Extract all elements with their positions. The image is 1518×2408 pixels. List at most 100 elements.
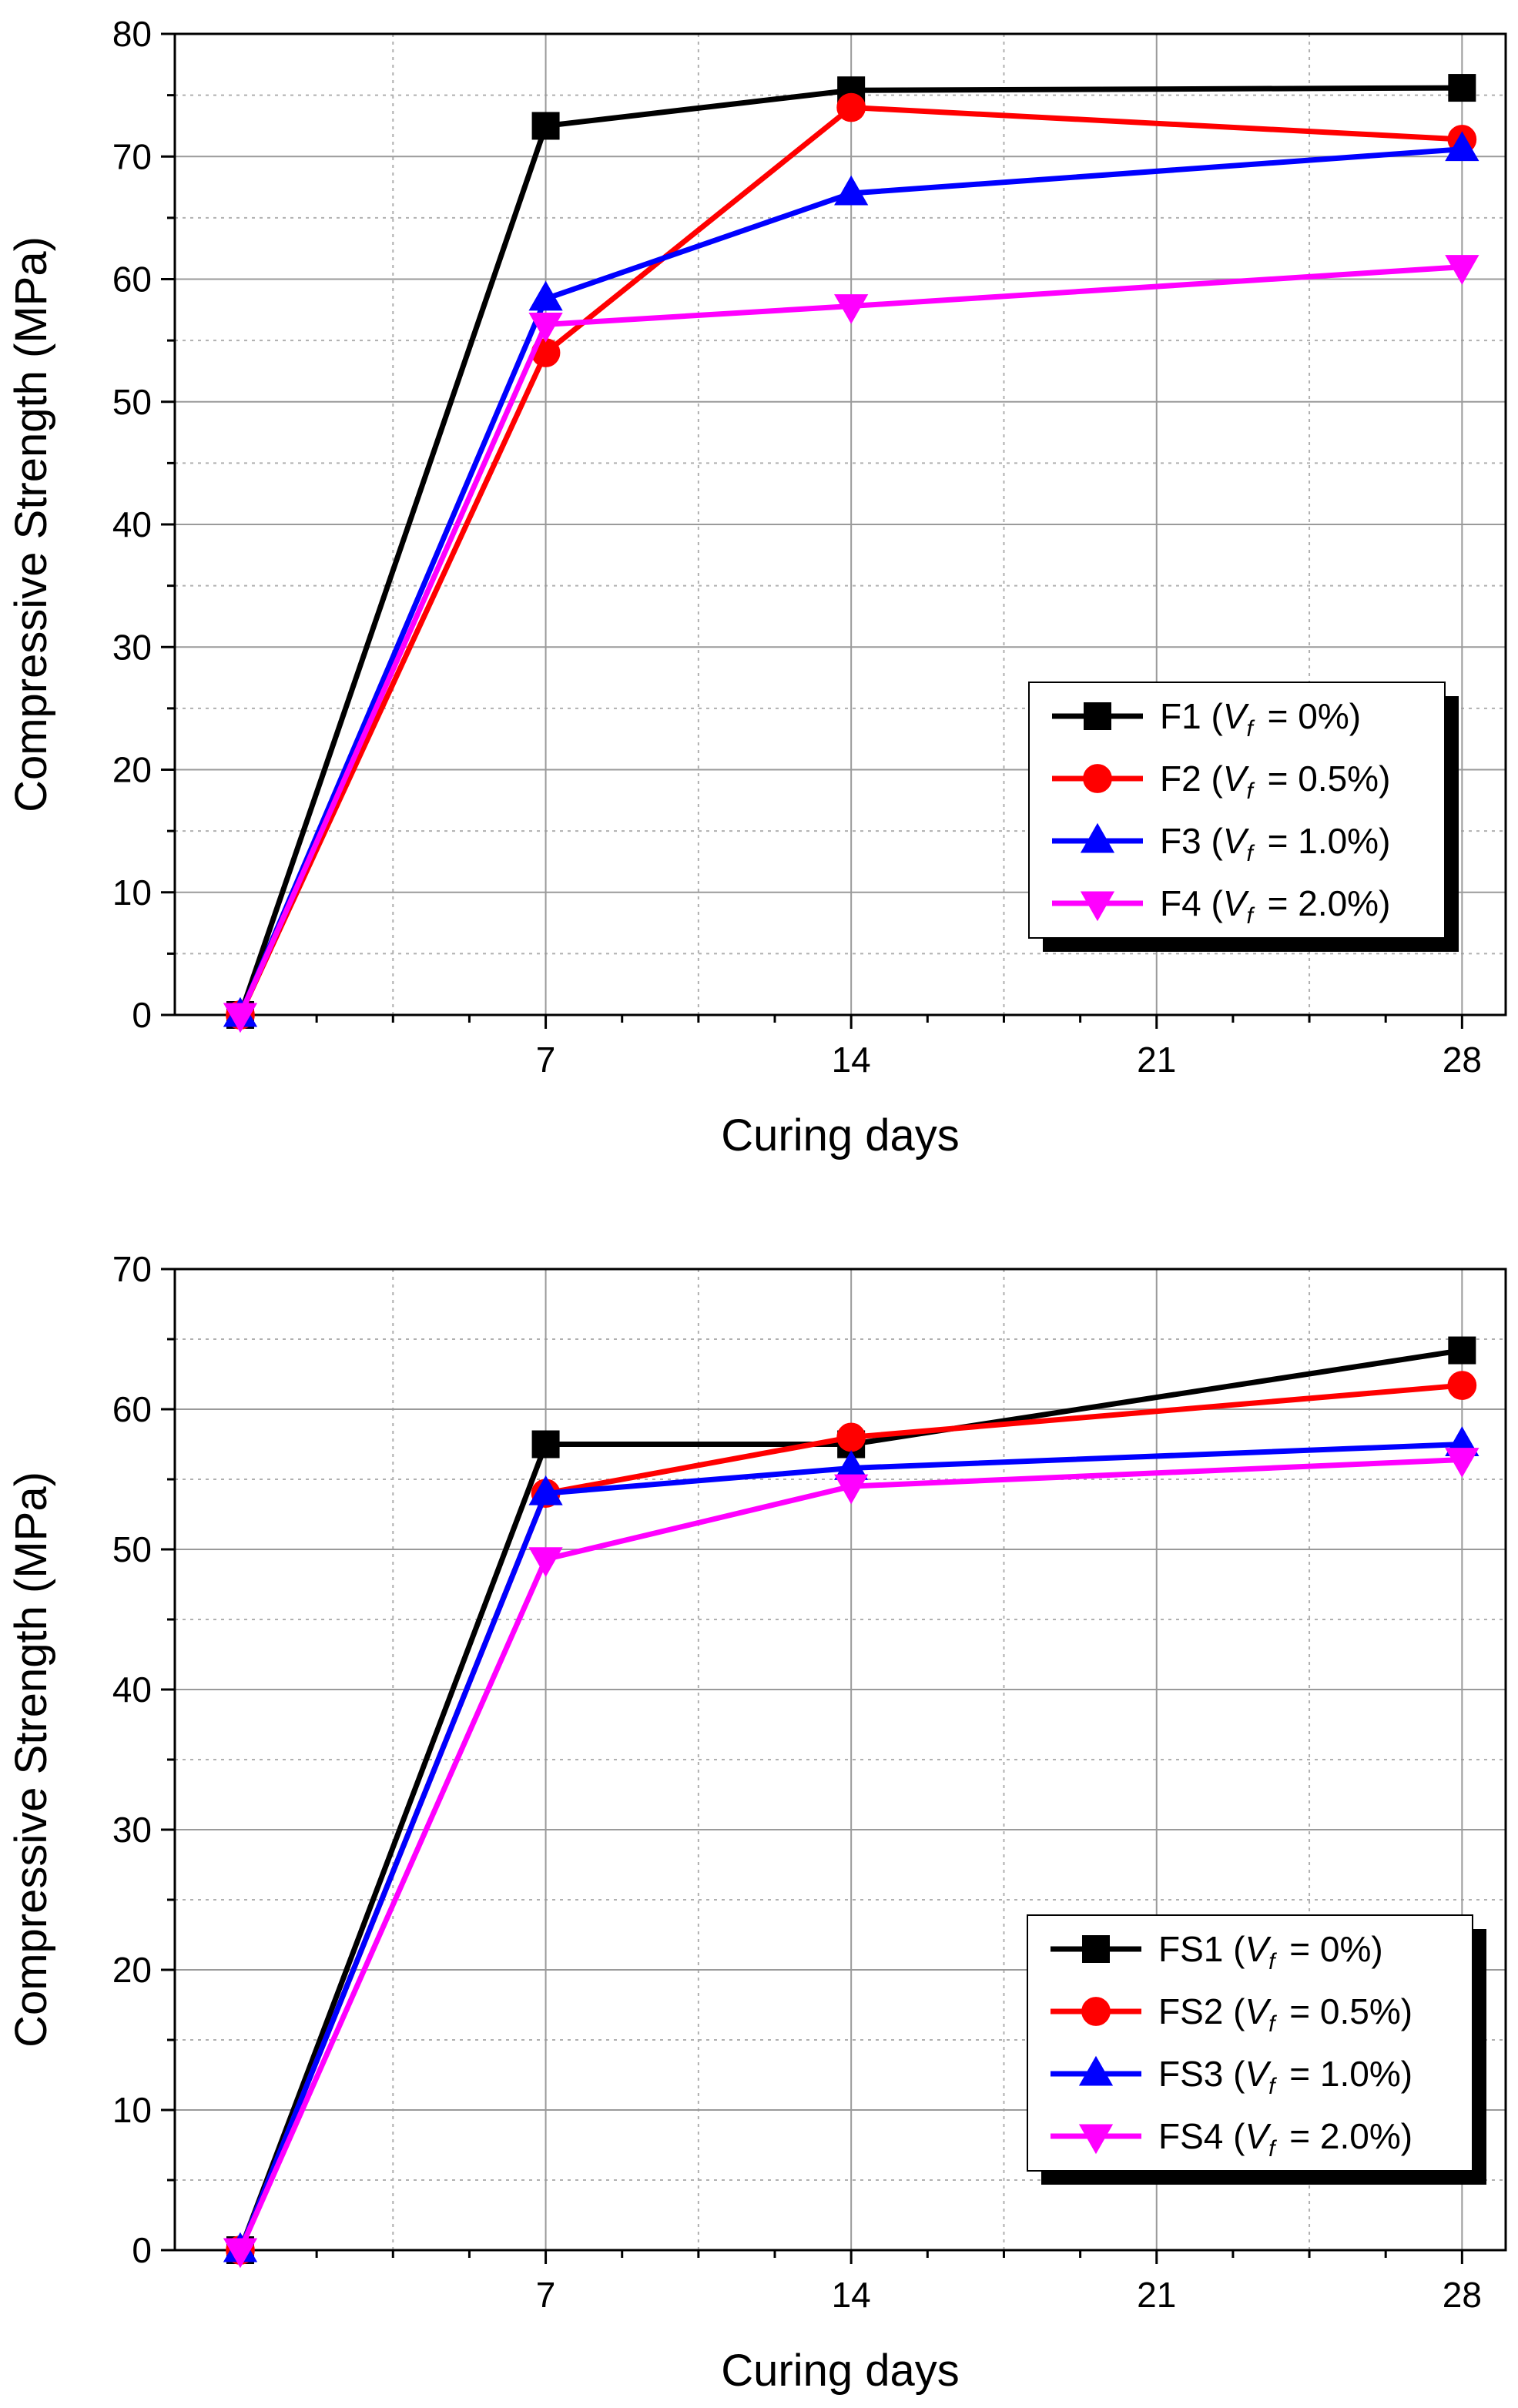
legend-variable: V: [1245, 1991, 1272, 2031]
legend-variable-subscript: f: [1246, 779, 1255, 804]
legend-value: = 1.0%): [1280, 2054, 1413, 2094]
legend-label-f2: F2 (Vf = 0.5%): [1160, 759, 1390, 804]
legend-label-f1: F1 (Vf = 0%): [1160, 696, 1361, 742]
legend-series-name: FS2 (: [1158, 1991, 1245, 2031]
y-tick-label: 80: [112, 14, 152, 54]
y-tick-label: 10: [112, 2090, 152, 2130]
y-tick-label: 40: [112, 1670, 152, 1710]
y-axis-title: Compressive Strength (MPa): [6, 1472, 56, 2048]
legend-label-f3: F3 (Vf = 1.0%): [1160, 821, 1390, 866]
legend-label-fs2: FS2 (Vf = 0.5%): [1158, 1991, 1412, 2037]
data-point-fs4: [223, 2238, 258, 2269]
legend-series-name: FS3 (: [1158, 2054, 1245, 2094]
data-point-f3: [834, 175, 869, 206]
x-tick-label: 21: [1137, 1040, 1176, 1080]
data-point-f4: [834, 294, 869, 324]
legend-variable-subscript: f: [1268, 2074, 1277, 2099]
y-tick-label: 40: [112, 504, 152, 544]
legend-series-name: FS1 (: [1158, 1929, 1245, 1969]
y-tick-label: 60: [112, 260, 152, 300]
legend-marker-f3: [1080, 822, 1115, 853]
legend-variable-subscript: f: [1246, 716, 1255, 742]
legend-variable-subscript: f: [1246, 841, 1255, 866]
x-axis-title: Curing days: [721, 1110, 959, 1160]
data-point-fs3: [528, 1475, 563, 1505]
y-tick-label: 60: [112, 1389, 152, 1429]
x-tick-label: 28: [1443, 1040, 1482, 1080]
legend-label-fs3: FS3 (Vf = 1.0%): [1158, 2054, 1412, 2099]
data-point-f3: [1445, 131, 1479, 162]
legend-value: = 0.5%): [1280, 1991, 1413, 2031]
legend-series-name: F2 (: [1160, 759, 1223, 799]
x-axis-title: Curing days: [721, 2346, 959, 2396]
y-tick-label: 50: [112, 382, 152, 422]
x-tick-label: 21: [1137, 2275, 1176, 2315]
chart-top-panel: 0 10 20 30 40 50 60 70 80 7 14 21 28 Curing days Compr…: [0, 0, 1518, 1202]
legend-variable: V: [1223, 759, 1250, 799]
chart-top: 0 10 20 30 40 50 60 70 80 7 14 21 28 Curing days Compr…: [6, 14, 1507, 1160]
chart-bottom-panel: 0 10 20 30 40 50 60 70 7 14 21 28 Curing days Compres…: [0, 1202, 1518, 2404]
y-tick-label: 20: [112, 1950, 152, 1990]
series-line-fs4: [237, 1457, 1463, 2252]
data-point-f4: [1445, 255, 1479, 285]
x-tick-label: 7: [536, 2275, 556, 2315]
legend-value: = 0%): [1258, 696, 1361, 736]
y-tick-label: 70: [112, 136, 152, 176]
legend-marker-fs4: [1078, 2124, 1114, 2155]
x-tick-label: 14: [832, 2275, 871, 2315]
legend-marker-fs3: [1078, 2055, 1114, 2086]
legend-variable: V: [1223, 696, 1250, 736]
legend-marker-f1: [1084, 702, 1111, 730]
legend-variable-subscript: f: [1268, 2136, 1277, 2162]
chart-bottom: 0 10 20 30 40 50 60 70 7 14 21 28 Curing days Compres…: [6, 1249, 1507, 2396]
legend-marker-f2: [1083, 764, 1112, 793]
x-tick-label: 14: [832, 1040, 871, 1080]
y-tick-label: 70: [112, 1249, 152, 1289]
x-tick-label: 28: [1443, 2275, 1482, 2315]
data-point-fs1: [1448, 1336, 1476, 1365]
series-line-fs1: [237, 1348, 1463, 2252]
series-line-f2: [237, 105, 1463, 1016]
legend-label-fs1: FS1 (Vf = 0%): [1158, 1929, 1383, 1974]
legend: F1 (Vf = 0%)F2 (Vf = 0.5%)F3 (Vf = 1.0%)…: [1028, 682, 1459, 952]
y-axis: 0 10 20 30 40 50 60 70 80: [112, 14, 175, 1035]
legend-marker-fs1: [1082, 1935, 1110, 1963]
legend-variable: V: [1223, 821, 1250, 861]
y-axis-title: Compressive Strength (MPa): [6, 236, 56, 812]
legend-variable: V: [1245, 2054, 1272, 2094]
data-point-f4: [528, 312, 563, 343]
legend-value: = 1.0%): [1258, 821, 1391, 861]
legend-variable-subscript: f: [1246, 903, 1255, 929]
legend-series-name: FS4 (: [1158, 2116, 1245, 2156]
legend-series-name: F4 (: [1160, 883, 1223, 923]
series-f4: [223, 255, 1479, 1033]
y-tick-label: 20: [112, 750, 152, 790]
series-fs4: [223, 1448, 1479, 2269]
legend-marker-fs2: [1081, 1997, 1111, 2026]
data-point-fs2: [1447, 1371, 1477, 1400]
y-tick-label: 0: [132, 2230, 152, 2270]
x-tick-label: 7: [536, 1040, 556, 1080]
series-line-f4: [237, 264, 1463, 1016]
y-axis: 0 10 20 30 40 50 60 70: [112, 1249, 175, 2270]
legend-variable: V: [1245, 1929, 1272, 1969]
y-tick-label: 30: [112, 1810, 152, 1850]
legend-label-f4: F4 (Vf = 2.0%): [1160, 883, 1390, 929]
y-tick-label: 10: [112, 872, 152, 913]
legend-value: = 2.0%): [1258, 883, 1391, 923]
data-point-f2: [836, 92, 866, 122]
x-axis: 7 14 21 28: [239, 1015, 1482, 1080]
data-point-f1: [531, 112, 560, 140]
legend-variable-subscript: f: [1268, 1949, 1277, 1974]
data-point-f4: [223, 1003, 258, 1033]
legend-series-name: F1 (: [1160, 696, 1223, 736]
legend-label-fs4: FS4 (Vf = 2.0%): [1158, 2116, 1412, 2162]
legend-value: = 0.5%): [1258, 759, 1391, 799]
legend-value: = 0%): [1280, 1929, 1383, 1969]
data-point-fs4: [834, 1474, 869, 1505]
x-axis: 7 14 21 28: [239, 2250, 1482, 2315]
legend-value: = 2.0%): [1280, 2116, 1413, 2156]
y-tick-label: 50: [112, 1529, 152, 1569]
data-point-fs2: [836, 1422, 866, 1452]
